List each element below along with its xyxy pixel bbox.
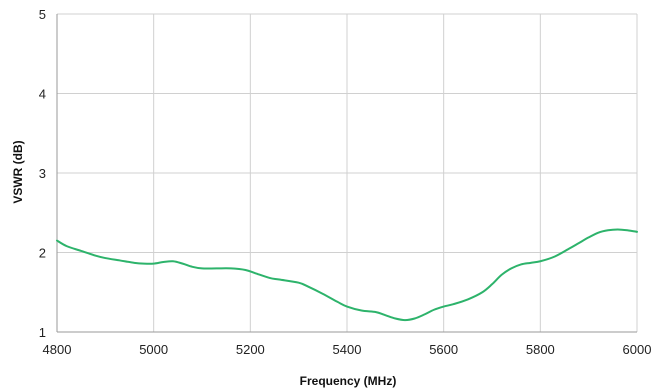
tick-labels: 4800 5000 5200 5400 5600 5800 6000 1 2 3 4 5 [39, 7, 652, 357]
x-tick-label: 5000 [139, 342, 168, 357]
y-tick-label: 4 [39, 87, 46, 102]
grid [56, 13, 638, 333]
vswr-series-line [56, 228, 638, 322]
x-tick-label: 5200 [236, 342, 265, 357]
y-tick-label: 5 [39, 7, 46, 22]
series-layer [56, 228, 638, 322]
x-tick-label: 6000 [623, 342, 652, 357]
y-tick-label: 2 [39, 246, 46, 261]
x-tick-label: 4800 [43, 342, 72, 357]
y-axis-title: VSWR (dB) [11, 140, 25, 203]
x-axis-title: Frequency (MHz) [300, 374, 397, 388]
y-tick-label: 1 [39, 325, 46, 340]
x-tick-label: 5800 [526, 342, 555, 357]
x-tick-label: 5400 [333, 342, 362, 357]
x-tick-label: 5600 [429, 342, 458, 357]
y-tick-label: 3 [39, 166, 46, 181]
